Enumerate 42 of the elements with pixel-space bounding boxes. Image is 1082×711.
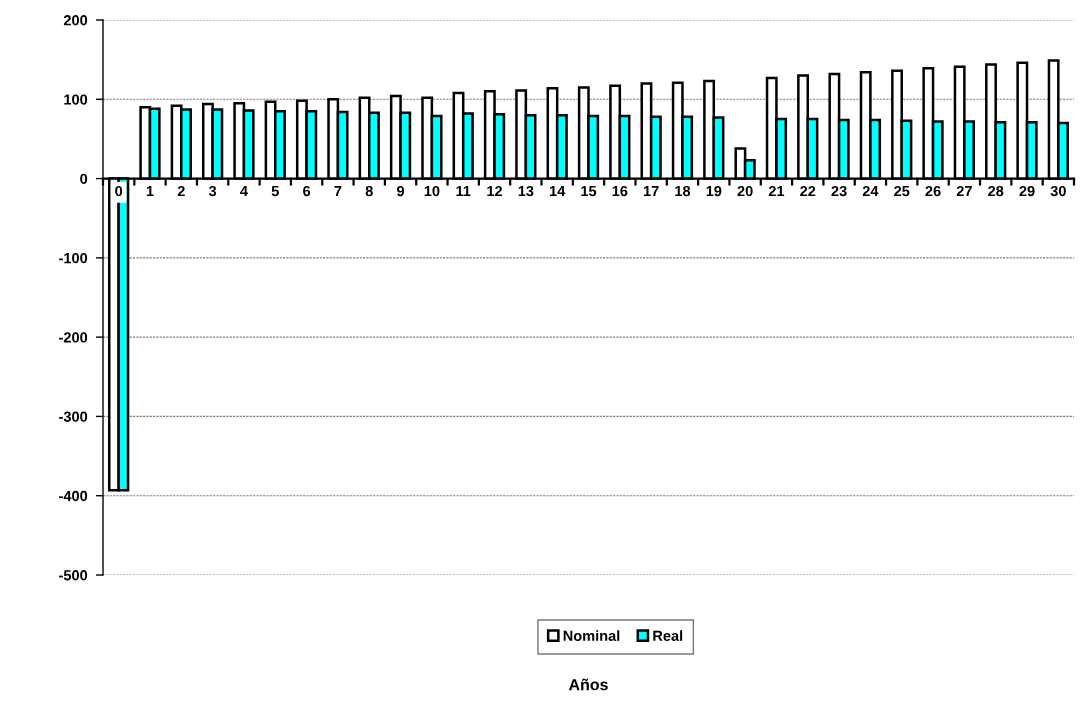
x-tick-label: 28	[988, 185, 1004, 197]
legend-label: Nominal	[563, 630, 620, 641]
text: Años	[568, 678, 608, 691]
x-tick-label: 29	[1019, 185, 1035, 197]
x-tick-label: 10	[424, 185, 440, 197]
x-tick-label: 15	[581, 186, 597, 197]
x-tick-label: 19	[706, 185, 722, 197]
x-tick-label: 0	[115, 185, 123, 197]
x-tick-label: 11	[456, 186, 471, 197]
y-tick-label: -400	[59, 490, 88, 502]
y-tick-label: 0	[80, 173, 88, 184]
y-tick-label: 200	[63, 15, 88, 26]
x-tick-label: 14	[549, 186, 566, 197]
x-tick-label: 3	[208, 185, 217, 197]
x-tick-label: 18	[675, 185, 691, 197]
x-tick-label: 13	[518, 185, 534, 197]
x-tick-label: 22	[800, 185, 816, 197]
x-tick-label: 17	[643, 186, 659, 197]
y-tick-label: -300	[59, 411, 88, 422]
x-tick-label: 27	[956, 185, 972, 197]
x-tick-label: 23	[831, 185, 847, 197]
x-tick-label: 1	[146, 186, 154, 197]
x-tick-label: 25	[894, 185, 910, 197]
x-tick-label: 30	[1050, 185, 1066, 197]
x-tick-label: 12	[487, 185, 503, 197]
x-tick-label: 20	[737, 185, 753, 197]
legend-label: Real	[653, 630, 683, 641]
x-tick-label: 2	[177, 185, 185, 197]
x-tick-label: 8	[365, 185, 373, 197]
x-tick-label: 4	[240, 186, 248, 197]
x-tick-label: 7	[334, 186, 342, 197]
x-tick-label: 26	[925, 185, 941, 197]
x-tick-label: 21	[768, 185, 785, 197]
y-tick-label: -100	[59, 252, 88, 264]
x-tick-label: 6	[303, 185, 311, 197]
x-tick-label: 5	[271, 186, 279, 197]
y-tick-label: -200	[59, 332, 88, 343]
x-tick-label: 16	[612, 185, 628, 197]
y-tick-label: -500	[59, 570, 88, 581]
x-tick-label: 9	[397, 185, 405, 197]
x-tick-label: 24	[862, 185, 879, 197]
y-tick-label: 100	[64, 94, 88, 105]
